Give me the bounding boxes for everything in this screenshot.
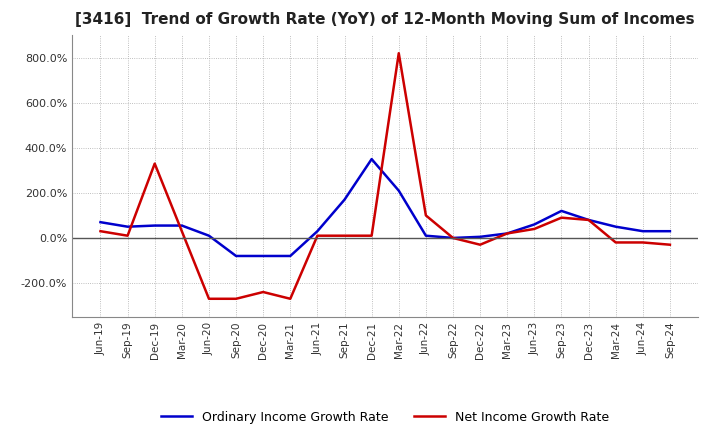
Line: Ordinary Income Growth Rate: Ordinary Income Growth Rate (101, 159, 670, 256)
Net Income Growth Rate (341, 233, 349, 238)
Legend: Ordinary Income Growth Rate, Net Income Growth Rate: Ordinary Income Growth Rate, Net Income … (156, 406, 614, 429)
Net Income Growth Rate (96, 228, 105, 234)
Line: Net Income Growth Rate: Net Income Growth Rate (101, 53, 670, 299)
Ordinary Income Growth Rate (530, 222, 539, 227)
Net Income Growth Rate (665, 242, 674, 247)
Ordinary Income Growth Rate (259, 253, 268, 259)
Ordinary Income Growth Rate (449, 235, 457, 241)
Net Income Growth Rate (421, 213, 430, 218)
Net Income Growth Rate (286, 296, 294, 301)
Net Income Growth Rate (503, 231, 511, 236)
Net Income Growth Rate (232, 296, 240, 301)
Net Income Growth Rate (584, 217, 593, 223)
Ordinary Income Growth Rate (639, 228, 647, 234)
Ordinary Income Growth Rate (476, 234, 485, 239)
Ordinary Income Growth Rate (367, 157, 376, 162)
Net Income Growth Rate (367, 233, 376, 238)
Net Income Growth Rate (557, 215, 566, 220)
Ordinary Income Growth Rate (503, 231, 511, 236)
Net Income Growth Rate (123, 233, 132, 238)
Net Income Growth Rate (313, 233, 322, 238)
Ordinary Income Growth Rate (150, 223, 159, 228)
Net Income Growth Rate (204, 296, 213, 301)
Net Income Growth Rate (476, 242, 485, 247)
Ordinary Income Growth Rate (584, 217, 593, 223)
Ordinary Income Growth Rate (204, 233, 213, 238)
Net Income Growth Rate (150, 161, 159, 166)
Title: [3416]  Trend of Growth Rate (YoY) of 12-Month Moving Sum of Incomes: [3416] Trend of Growth Rate (YoY) of 12-… (76, 12, 695, 27)
Ordinary Income Growth Rate (313, 228, 322, 234)
Ordinary Income Growth Rate (395, 188, 403, 193)
Ordinary Income Growth Rate (341, 197, 349, 202)
Net Income Growth Rate (639, 240, 647, 245)
Net Income Growth Rate (611, 240, 620, 245)
Ordinary Income Growth Rate (421, 233, 430, 238)
Net Income Growth Rate (395, 51, 403, 56)
Ordinary Income Growth Rate (557, 208, 566, 213)
Ordinary Income Growth Rate (123, 224, 132, 229)
Ordinary Income Growth Rate (665, 228, 674, 234)
Net Income Growth Rate (530, 226, 539, 231)
Net Income Growth Rate (178, 228, 186, 234)
Net Income Growth Rate (449, 235, 457, 241)
Ordinary Income Growth Rate (286, 253, 294, 259)
Net Income Growth Rate (259, 290, 268, 295)
Ordinary Income Growth Rate (611, 224, 620, 229)
Ordinary Income Growth Rate (178, 223, 186, 228)
Ordinary Income Growth Rate (232, 253, 240, 259)
Ordinary Income Growth Rate (96, 220, 105, 225)
